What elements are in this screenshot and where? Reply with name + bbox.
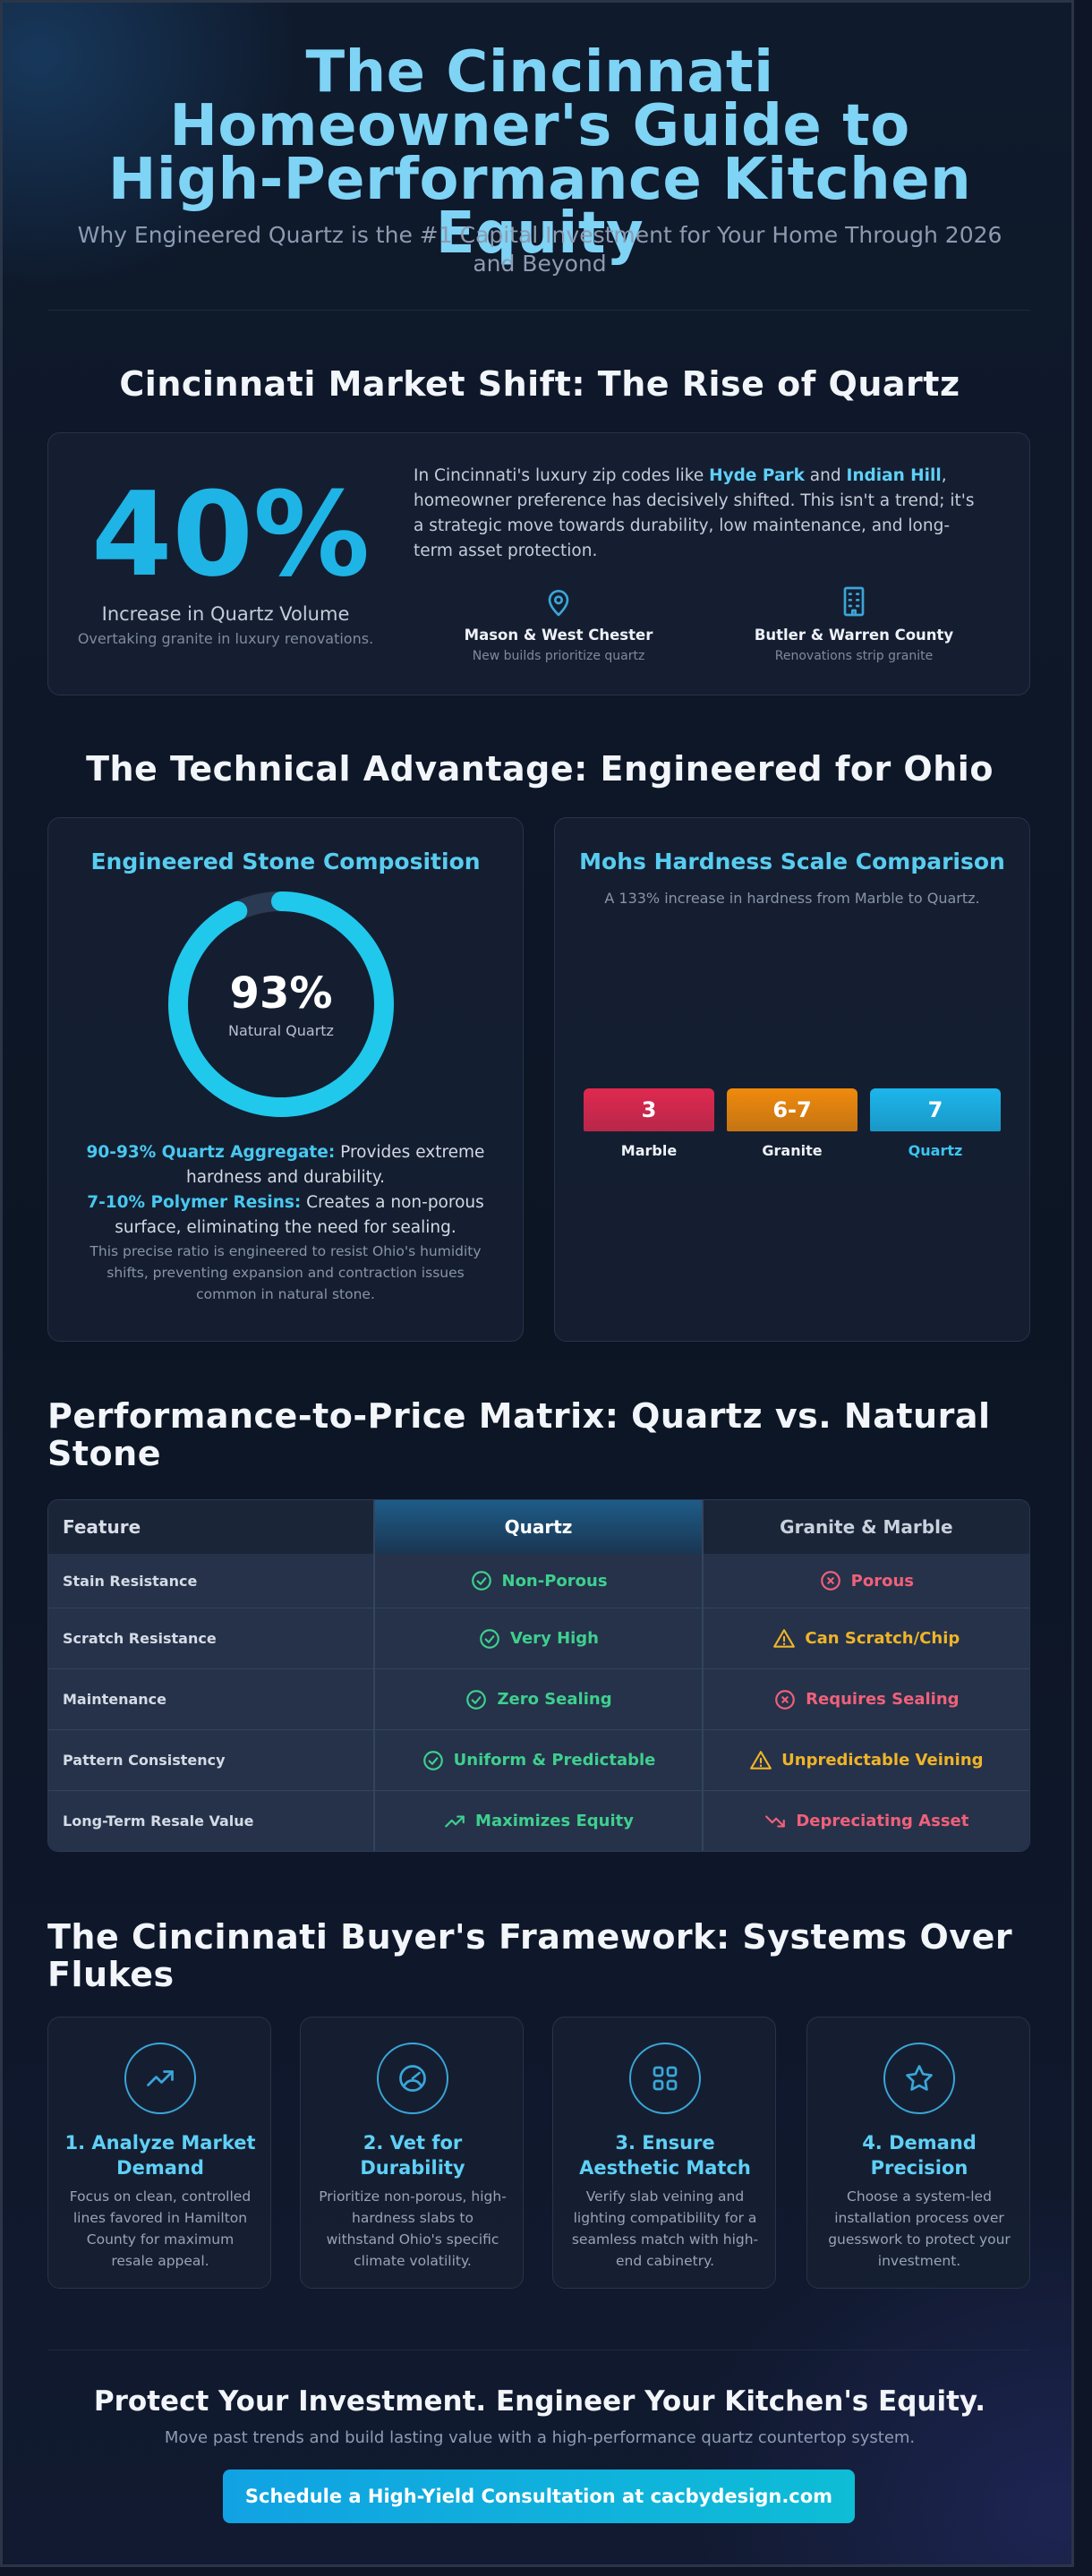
trend-down-icon	[764, 1810, 787, 1833]
quartz-cell: Maximizes Equity	[373, 1791, 702, 1851]
mohs-label-marble: Marble	[620, 1142, 678, 1159]
grid-icon	[629, 2043, 701, 2114]
table-row: Maintenance Zero Sealing Requires Sealing	[48, 1668, 1029, 1729]
gauge-icon	[377, 2043, 448, 2114]
stone-cell: Depreciating Asset	[701, 1791, 1029, 1851]
feature-cell: Stain Resistance	[48, 1554, 374, 1608]
stone-cell: Can Scratch/Chip	[701, 1608, 1029, 1668]
check-icon	[478, 1627, 501, 1651]
donut-value: 93%	[229, 968, 333, 1019]
warning-icon	[749, 1749, 772, 1772]
stone-cell: Porous	[701, 1554, 1029, 1608]
table-row: Long-Term Resale Value Maximizes Equity De…	[48, 1790, 1029, 1851]
framework-section-title: The Cincinnati Buyer's Framework: System…	[47, 1917, 1013, 1994]
col-stone-header: Granite & Marble	[701, 1500, 1029, 1554]
x-circle-icon	[773, 1688, 797, 1711]
cta-title: Protect Your Investment. Engineer Your K…	[93, 2385, 986, 2418]
framework-step-4: 4. Demand Precision Choose a system-led …	[806, 2017, 1030, 2289]
map-pin-icon	[541, 584, 576, 619]
comparison-table: Feature Quartz Granite & Marble Stain Re…	[47, 1499, 1030, 1852]
quartz-cell: Very High	[373, 1608, 702, 1668]
composition-donut: 93% Natural Quartz	[165, 888, 397, 1121]
consultation-button[interactable]: Schedule a High-Yield Consultation at ca…	[223, 2469, 855, 2523]
feature-cell: Maintenance	[48, 1669, 374, 1729]
check-icon	[465, 1688, 488, 1711]
quartz-cell: Uniform & Predictable	[373, 1730, 702, 1790]
feature-cell: Pattern Consistency	[48, 1730, 374, 1790]
check-icon	[422, 1749, 445, 1772]
quartz-volume-sub: Overtaking granite in luxury renovations…	[77, 630, 374, 647]
location-butler: Butler & Warren County Renovations strip…	[720, 584, 988, 663]
mohs-title: Mohs Hardness Scale Comparison	[579, 849, 1005, 874]
market-description: In Cincinnati's luxury zip codes like Hy…	[414, 466, 975, 560]
table-row: Scratch Resistance Very High Can Scratch/C…	[48, 1608, 1029, 1668]
zip-indian-hill: Indian Hill	[846, 466, 942, 485]
market-section-title: Cincinnati Market Shift: The Rise of Qua…	[119, 364, 960, 404]
composition-text: 90-93% Quartz Aggregate: Provides extrem…	[86, 1143, 485, 1237]
divider	[47, 310, 1030, 311]
page-title: The Cincinnati Homeowner's Guide to High…	[107, 39, 972, 267]
feature-cell: Long-Term Resale Value	[48, 1791, 374, 1851]
location-mason: Mason & West Chester New builds prioriti…	[424, 584, 693, 663]
donut-label: Natural Quartz	[228, 1022, 334, 1039]
mohs-label-granite: Granite	[762, 1142, 823, 1159]
col-quartz-header: Quartz	[373, 1500, 702, 1554]
star-icon	[883, 2043, 955, 2114]
framework-step-1: 1. Analyze Market Demand Focus on clean,…	[47, 2017, 271, 2289]
mohs-label-quartz: Quartz	[908, 1142, 963, 1159]
technical-section-title: The Technical Advantage: Engineered for …	[86, 749, 994, 789]
col-feature-header: Feature	[48, 1500, 374, 1554]
stone-cell: Unpredictable Veining	[701, 1730, 1029, 1790]
market-card: 40% Increase in Quartz Volume Overtaking…	[47, 432, 1030, 695]
mohs-bar-quartz: 7	[870, 1088, 1001, 1131]
table-header-row: Feature Quartz Granite & Marble	[48, 1500, 1029, 1554]
mohs-card: Mohs Hardness Scale Comparison A 133% in…	[554, 817, 1030, 1342]
mohs-bar-granite: 6-7	[727, 1088, 857, 1131]
matrix-section-title: Performance-to-Price Matrix: Quartz vs. …	[47, 1396, 991, 1473]
framework-step-2: 2. Vet for Durability Prioritize non-por…	[300, 2017, 524, 2289]
page-subtitle: Why Engineered Quartz is the #1 Capital …	[77, 222, 1002, 277]
check-icon	[470, 1569, 493, 1592]
quartz-volume-label: Increase in Quartz Volume	[101, 603, 350, 625]
quartz-cell: Non-Porous	[373, 1554, 702, 1608]
trend-up-icon	[443, 1810, 466, 1833]
building-icon	[836, 584, 872, 619]
table-row: Pattern Consistency Uniform & Predictable…	[48, 1729, 1029, 1790]
table-row: Stain Resistance Non-Porous Porous	[48, 1554, 1029, 1608]
composition-title: Engineered Stone Composition	[90, 849, 481, 874]
zip-hyde-park: Hyde Park	[709, 466, 805, 485]
quartz-cell: Zero Sealing	[373, 1669, 702, 1729]
stone-cell: Requires Sealing	[701, 1669, 1029, 1729]
warning-icon	[772, 1627, 796, 1651]
donut-quartz-arc	[168, 891, 394, 1117]
feature-cell: Scratch Resistance	[48, 1608, 374, 1668]
composition-card: Engineered Stone Composition 93% Natural…	[47, 817, 524, 1342]
quartz-volume-stat: 40%	[91, 466, 371, 602]
mohs-subtitle: A 133% increase in hardness from Marble …	[604, 890, 980, 907]
mohs-bar-marble: 3	[584, 1088, 714, 1131]
x-circle-icon	[819, 1569, 842, 1592]
trend-up-icon	[124, 2043, 196, 2114]
composition-note: This precise ratio is engineered to resi…	[90, 1243, 482, 1302]
cta-subtitle: Move past trends and build lasting value…	[164, 2428, 916, 2447]
framework-step-3: 3. Ensure Aesthetic Match Verify slab ve…	[552, 2017, 776, 2289]
